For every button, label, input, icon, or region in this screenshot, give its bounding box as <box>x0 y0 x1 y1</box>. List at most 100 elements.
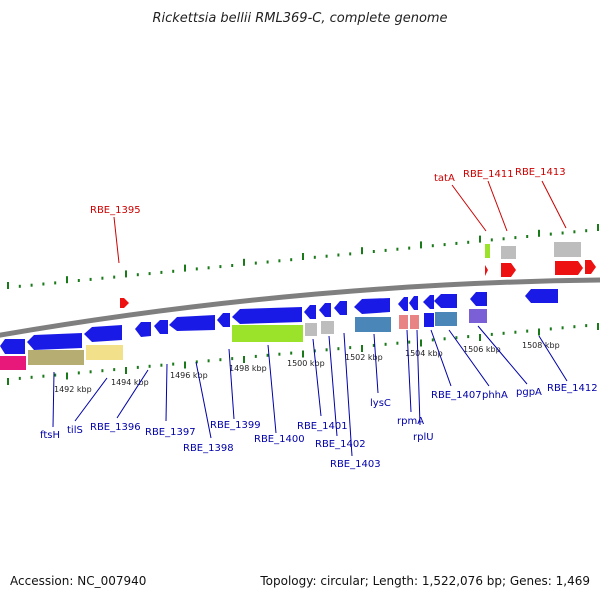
minor-tick <box>101 369 104 373</box>
major-tick <box>7 282 9 289</box>
feature-tilS <box>28 350 84 365</box>
reverse-leader-lines <box>52 325 568 457</box>
minor-tick <box>526 329 529 333</box>
minor-tick <box>30 283 33 287</box>
minor-tick <box>290 258 293 262</box>
minor-tick <box>254 354 257 358</box>
minor-tick <box>396 341 399 345</box>
minor-tick <box>337 253 340 257</box>
gene-rbe1411 <box>501 263 516 277</box>
genome-backbone <box>0 277 600 338</box>
gene-label-rbe1401: RBE_1401 <box>297 421 348 432</box>
minor-tick <box>549 232 552 236</box>
gene-label-rbe1395: RBE_1395 <box>90 205 141 216</box>
minor-tick <box>384 248 387 252</box>
minor-tick <box>101 276 104 280</box>
minor-tick <box>89 277 92 281</box>
kbp-label: 1494 kbp <box>111 378 149 387</box>
minor-tick <box>219 358 222 362</box>
minor-tick <box>266 260 269 264</box>
minor-tick <box>526 235 529 238</box>
minor-tick <box>514 330 517 334</box>
major-tick <box>538 229 540 237</box>
minor-tick <box>148 272 151 276</box>
gene-tatA-feature <box>485 244 490 258</box>
gene-phhA <box>434 294 457 308</box>
minor-tick <box>431 338 434 342</box>
major-tick <box>302 253 304 260</box>
gene-label-rbe1399: RBE_1399 <box>210 420 261 431</box>
minor-tick <box>561 326 564 330</box>
minor-tick <box>408 340 411 344</box>
gene-rpmA <box>398 297 408 311</box>
gene-rbe1413-feature <box>554 242 581 257</box>
minor-tick <box>443 337 446 341</box>
minor-tick <box>467 335 470 339</box>
gene-label-rpmA: rpmA <box>397 416 424 427</box>
gene-rplU <box>409 296 418 310</box>
accession-text: Accession: NC_007940 <box>10 574 146 588</box>
gene-rbe1413 <box>555 261 583 275</box>
gene-rbe1411-feature <box>501 246 516 259</box>
gene-label-rbe1412: RBE_1412 <box>547 383 598 394</box>
minor-tick <box>30 375 33 379</box>
minor-tick <box>384 342 387 346</box>
major-tick <box>479 334 481 341</box>
minor-tick <box>573 230 576 234</box>
minor-tick <box>160 363 163 367</box>
gene-label-pgpA: pgpA <box>516 387 542 398</box>
minor-tick <box>136 273 139 277</box>
minor-tick <box>372 343 375 347</box>
feature-pgpA <box>469 309 487 323</box>
minor-tick <box>561 231 564 235</box>
minor-tick <box>77 279 80 282</box>
minor-tick <box>573 325 576 329</box>
minor-tick <box>549 327 552 331</box>
minor-tick <box>18 376 21 380</box>
reverse-strand-genes <box>0 289 558 370</box>
major-tick <box>7 378 9 385</box>
minor-tick <box>431 244 434 248</box>
feature-rbe1402 <box>321 321 334 334</box>
minor-tick <box>148 364 151 368</box>
kbp-label: 1500 kbp <box>287 359 325 368</box>
feature-phhA <box>435 312 457 326</box>
minor-tick <box>195 267 198 271</box>
reverse-labels: ftsH tilS RBE_1396 RBE_1397 RBE_1398 RBE… <box>40 383 598 470</box>
minor-tick <box>337 347 340 351</box>
gene-rbe1396 <box>84 325 122 342</box>
summary-text: Topology: circular; Length: 1,522,076 bp… <box>259 574 590 588</box>
major-tick <box>361 247 363 255</box>
feature-rbe1396 <box>86 345 123 360</box>
minor-tick <box>514 236 517 240</box>
gene-ftsH <box>0 339 25 354</box>
minor-tick <box>89 370 92 374</box>
gene-label-rbe1413: RBE_1413 <box>515 167 566 178</box>
minor-tick <box>207 359 210 363</box>
minor-tick <box>18 284 21 288</box>
feature-rbe1401 <box>305 323 317 336</box>
gene-label-rbe1407: RBE_1407 <box>431 390 482 401</box>
kbp-label: 1502 kbp <box>345 353 383 362</box>
kbp-label: 1504 kbp <box>405 349 443 358</box>
minor-tick <box>231 264 234 267</box>
minor-tick <box>136 365 139 369</box>
major-tick <box>243 356 245 363</box>
minor-tick <box>278 352 281 356</box>
gene-label-tilS: tilS <box>67 425 83 436</box>
gene-rbe1397 <box>135 322 151 337</box>
gene-label-rbe1411: RBE_1411 <box>463 169 514 180</box>
gene-label-rbe1397: RBE_1397 <box>145 427 196 438</box>
gene-rbe1401 <box>304 305 316 319</box>
gene-label-tatA: tatA <box>434 173 455 184</box>
gene-pgpA <box>470 292 487 306</box>
major-tick <box>184 361 186 369</box>
gene-rbe1403 <box>334 301 347 315</box>
minor-tick <box>42 282 45 286</box>
major-tick <box>66 372 68 380</box>
major-tick <box>302 350 304 358</box>
feature-ftsH <box>0 356 26 370</box>
minor-tick <box>372 250 375 253</box>
kbp-label: 1506 kbp <box>463 345 501 354</box>
gene-rbe1407 <box>423 295 434 309</box>
